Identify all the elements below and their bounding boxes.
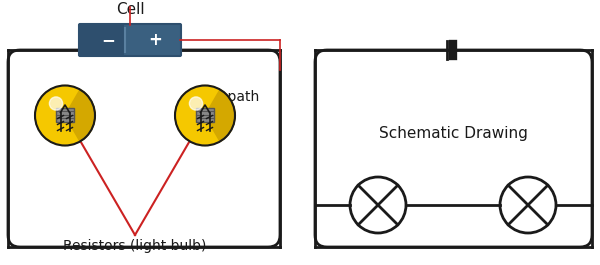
Bar bbox=[196, 108, 214, 121]
Text: One path: One path bbox=[195, 90, 259, 104]
Text: Resistors (light bulb): Resistors (light bulb) bbox=[64, 239, 206, 253]
FancyBboxPatch shape bbox=[79, 24, 126, 56]
Text: −: − bbox=[101, 31, 115, 49]
Text: +: + bbox=[148, 31, 162, 49]
Wedge shape bbox=[205, 90, 235, 142]
Text: Cell: Cell bbox=[116, 2, 145, 17]
Circle shape bbox=[49, 97, 62, 110]
Circle shape bbox=[35, 86, 95, 145]
Wedge shape bbox=[65, 90, 95, 142]
Bar bbox=[56, 108, 74, 121]
Text: Schematic Drawing: Schematic Drawing bbox=[379, 126, 528, 141]
Circle shape bbox=[190, 97, 203, 110]
FancyBboxPatch shape bbox=[124, 24, 181, 56]
Circle shape bbox=[175, 86, 235, 145]
